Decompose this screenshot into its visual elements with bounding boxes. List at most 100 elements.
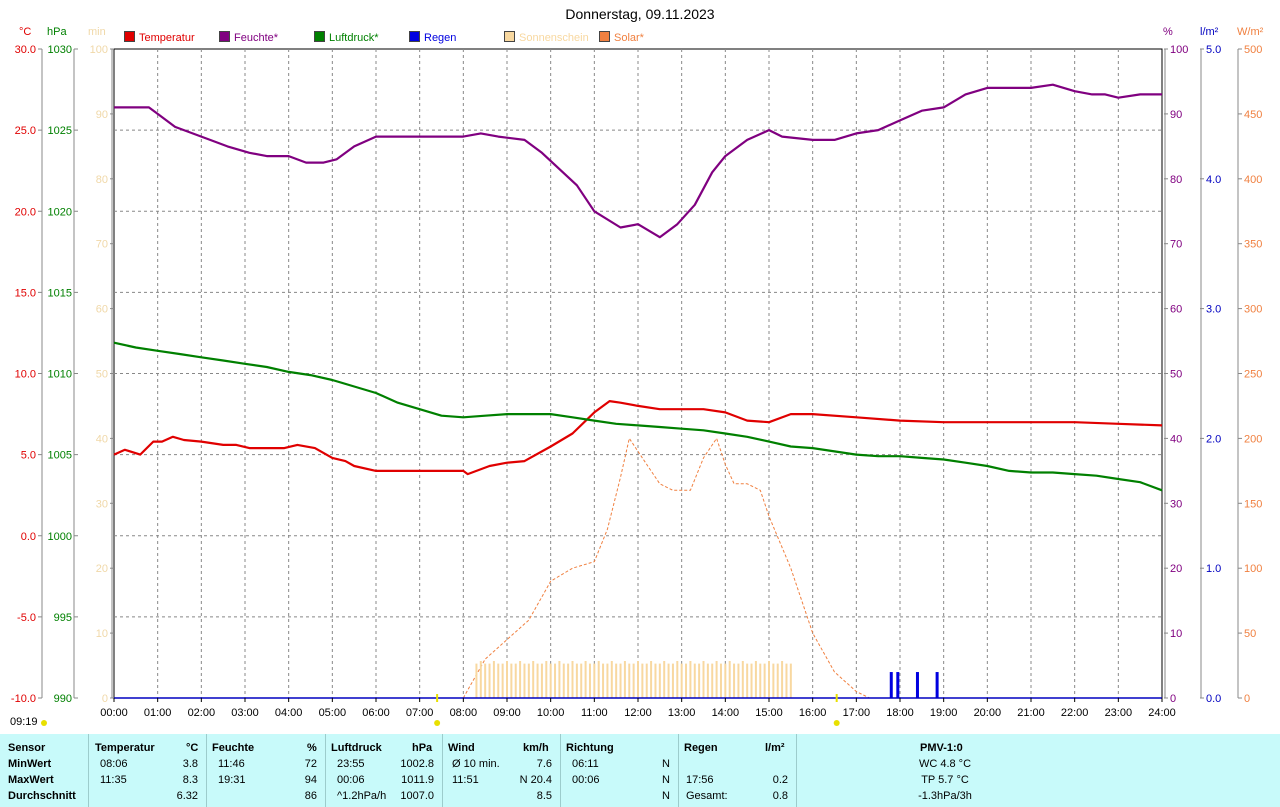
x-tick-label: 20:00 [974, 707, 1002, 719]
table-cell-pmv: WC 4.8 °C [918, 758, 972, 770]
sunshine-bar [606, 663, 609, 698]
sunshine-bar [706, 663, 709, 698]
sunshine-bar [676, 661, 679, 698]
hum-axis-tick-label: 50 [1170, 369, 1182, 381]
table-cell-label: MaxWert [8, 774, 54, 786]
sun-axis-tick-label: 0 [102, 693, 108, 705]
x-tick-label: 22:00 [1061, 707, 1089, 719]
legend-temperatur: Temperatur [124, 31, 195, 45]
x-tick-label: 05:00 [319, 707, 347, 719]
x-tick-label: 03:00 [231, 707, 259, 719]
table-cell-wind-val: N 20.4 [519, 774, 552, 786]
sunshine-bar [562, 663, 565, 698]
temp-axis-tick-label: -5.0 [17, 612, 36, 624]
sunshine-bar [711, 663, 714, 698]
sunshine-bar [519, 661, 522, 698]
sunshine-bar [536, 663, 539, 698]
solar-line [462, 437, 870, 699]
hum-axis-tick-label: 90 [1170, 109, 1182, 121]
solar-axis-tick-label: 200 [1244, 433, 1262, 445]
temp-axis-tick-label: 15.0 [15, 287, 36, 299]
chart-title: Donnerstag, 09.11.2023 [565, 6, 715, 22]
sunshine-bar [776, 663, 779, 698]
sunshine-bar [733, 663, 736, 698]
hum-axis-tick-label: 60 [1170, 304, 1182, 316]
x-tick-label: 04:00 [275, 707, 303, 719]
x-tick-label: 15:00 [755, 707, 783, 719]
press-axis-tick-label: 990 [54, 693, 72, 705]
luftdruck-line [113, 341, 1163, 492]
sunshine-bar [540, 663, 543, 698]
sun-axis-tick-label: 90 [96, 109, 108, 121]
rain-bar [889, 672, 893, 698]
x-tick-label: 14:00 [712, 707, 740, 719]
header-rain-unit: l/m² [765, 742, 785, 754]
sunshine-bar [750, 663, 753, 698]
sunshine-bar [523, 663, 526, 698]
sunshine-bar [645, 663, 648, 698]
rain-axis-tick-label: 4.0 [1206, 174, 1221, 186]
press-axis-tick-label: 1010 [48, 369, 72, 381]
sun-unit: min [88, 26, 106, 38]
table-cell-label: Durchschnitt [8, 790, 76, 802]
x-tick-label: 23:00 [1105, 707, 1133, 719]
table-cell-pmv: TP 5.7 °C [921, 774, 969, 786]
press-axis-tick-label: 1005 [48, 450, 72, 462]
solar-axis-tick-label: 350 [1244, 239, 1262, 251]
temp-axis-tick-label: 10.0 [15, 369, 36, 381]
table-divider [325, 734, 326, 807]
table-cell-temp-val: 8.3 [182, 774, 198, 786]
sun-axis-tick-label: 100 [90, 44, 108, 56]
x-tick-label: 02:00 [188, 707, 216, 719]
temp-axis-tick-label: 20.0 [15, 206, 36, 218]
x-tick-label: 01:00 [144, 707, 172, 719]
table-cell-press-val: 1002.8 [400, 758, 434, 770]
header-regen: Regen [684, 742, 718, 754]
table-cell-temp-val: 6.32 [176, 790, 198, 802]
table-cell-wind-label: 11:51 [452, 774, 479, 786]
table-cell-dir-val: N [662, 774, 670, 786]
sunshine-bar [623, 661, 626, 698]
solar-axis-tick-label: 50 [1244, 628, 1256, 640]
x-tick-label: 17:00 [843, 707, 871, 719]
update-time: 09:19 [10, 716, 38, 728]
rain-axis-tick-label: 1.0 [1206, 563, 1221, 575]
hum-axis-tick-label: 30 [1170, 498, 1182, 510]
x-tick-label: 13:00 [668, 707, 696, 719]
rain-bar [896, 672, 900, 698]
sunshine-bar [615, 663, 618, 698]
sunshine-bar [567, 663, 570, 698]
table-cell-rain-time: 17:56 [686, 774, 714, 786]
sunshine-bar [549, 663, 552, 698]
x-tick-label: 12:00 [624, 707, 652, 719]
table-cell-temp-time: 11:35 [100, 774, 127, 786]
rain-axis-tick-label: 5.0 [1206, 44, 1221, 56]
sunshine-bar [628, 663, 631, 698]
x-tick-label: 07:00 [406, 707, 434, 719]
sunshine-bar [527, 663, 530, 698]
sunshine-bar [667, 663, 670, 698]
header-press-unit: hPa [412, 742, 433, 754]
x-tick-label: 19:00 [930, 707, 958, 719]
chart-grid [113, 48, 1163, 699]
temp-axis-tick-label: -10.0 [11, 693, 36, 705]
sun-axis-tick-label: 50 [96, 369, 108, 381]
press-axis-tick-label: 1015 [48, 287, 72, 299]
sunshine-bar [737, 663, 740, 698]
sunshine-bar [654, 663, 657, 698]
sun-axis-tick-label: 60 [96, 304, 108, 316]
press-unit: hPa [47, 26, 67, 38]
sunshine-bar [785, 663, 788, 698]
sunshine-bar [571, 661, 574, 698]
hum-axis-tick-label: 40 [1170, 433, 1182, 445]
solar-axis-tick-label: 300 [1244, 304, 1262, 316]
sunshine-bar [593, 663, 596, 698]
table-cell-hum-val: 86 [304, 790, 317, 802]
table-divider [796, 734, 797, 807]
x-tick-label: 08:00 [450, 707, 478, 719]
sunshine-bar [597, 661, 600, 698]
hum-axis-tick-label: 20 [1170, 563, 1182, 575]
sunshine-bar [671, 663, 674, 698]
hum-axis-tick-label: 10 [1170, 628, 1182, 640]
table-cell-rain-val: 0.2 [772, 774, 788, 786]
